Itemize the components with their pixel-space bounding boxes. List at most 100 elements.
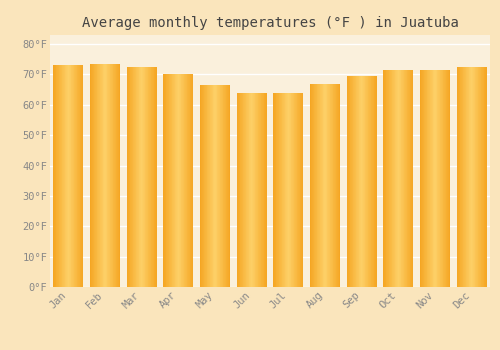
Bar [290,93,292,287]
Bar [218,85,219,287]
Bar [471,67,472,287]
Bar [447,70,448,287]
Bar [432,70,434,287]
Bar [67,65,68,287]
Bar [170,75,171,287]
Bar [150,67,151,287]
Bar [358,76,360,287]
Bar [288,93,289,287]
Bar [435,70,436,287]
Bar [64,65,66,287]
Bar [80,65,81,287]
Bar [399,70,400,287]
Bar [400,70,402,287]
Bar [412,70,414,287]
Bar [392,70,393,287]
Bar [367,76,368,287]
Bar [470,67,471,287]
Bar [109,64,110,287]
Bar [368,76,370,287]
Bar [276,93,277,287]
Bar [263,93,264,287]
Bar [485,67,486,287]
Bar [216,85,218,287]
Bar [110,64,111,287]
Bar [222,85,224,287]
Bar [98,64,99,287]
Bar [352,76,354,287]
Bar [388,70,390,287]
Bar [241,93,242,287]
Bar [203,85,204,287]
Bar [148,67,150,287]
Bar [446,70,447,287]
Bar [436,70,438,287]
Bar [101,64,102,287]
Bar [212,85,214,287]
Bar [90,64,92,287]
Bar [96,64,97,287]
Bar [390,70,391,287]
Bar [313,84,314,287]
Bar [55,65,56,287]
Bar [409,70,410,287]
Bar [326,84,328,287]
Bar [214,85,215,287]
Bar [130,67,131,287]
Bar [438,70,439,287]
Bar [329,84,330,287]
Bar [236,93,238,287]
Bar [391,70,392,287]
Bar [200,85,201,287]
Bar [295,93,296,287]
Bar [246,93,247,287]
Bar [134,67,135,287]
Bar [192,75,194,287]
Bar [206,85,207,287]
Bar [78,65,79,287]
Bar [440,70,441,287]
Bar [260,93,261,287]
Bar [153,67,154,287]
Bar [325,84,326,287]
Bar [164,75,165,287]
Bar [66,65,67,287]
Bar [166,75,167,287]
Bar [282,93,283,287]
Bar [190,75,191,287]
Bar [337,84,338,287]
Bar [167,75,168,287]
Bar [482,67,483,287]
Bar [262,93,263,287]
Bar [479,67,480,287]
Bar [425,70,426,287]
Bar [432,70,433,287]
Bar [398,70,399,287]
Bar [116,64,117,287]
Bar [265,93,266,287]
Bar [69,65,70,287]
Bar [100,64,102,287]
Bar [465,67,466,287]
Bar [99,64,100,287]
Bar [354,76,355,287]
Bar [428,70,429,287]
Bar [165,75,166,287]
Bar [426,70,427,287]
Bar [105,64,106,287]
Bar [315,84,316,287]
Bar [473,67,474,287]
Bar [387,70,388,287]
Bar [420,70,421,287]
Bar [429,70,430,287]
Bar [57,65,58,287]
Bar [131,67,132,287]
Bar [472,67,473,287]
Bar [257,93,258,287]
Bar [171,75,172,287]
Bar [292,93,293,287]
Bar [180,75,182,287]
Bar [73,65,74,287]
Bar [128,67,129,287]
Bar [476,67,477,287]
